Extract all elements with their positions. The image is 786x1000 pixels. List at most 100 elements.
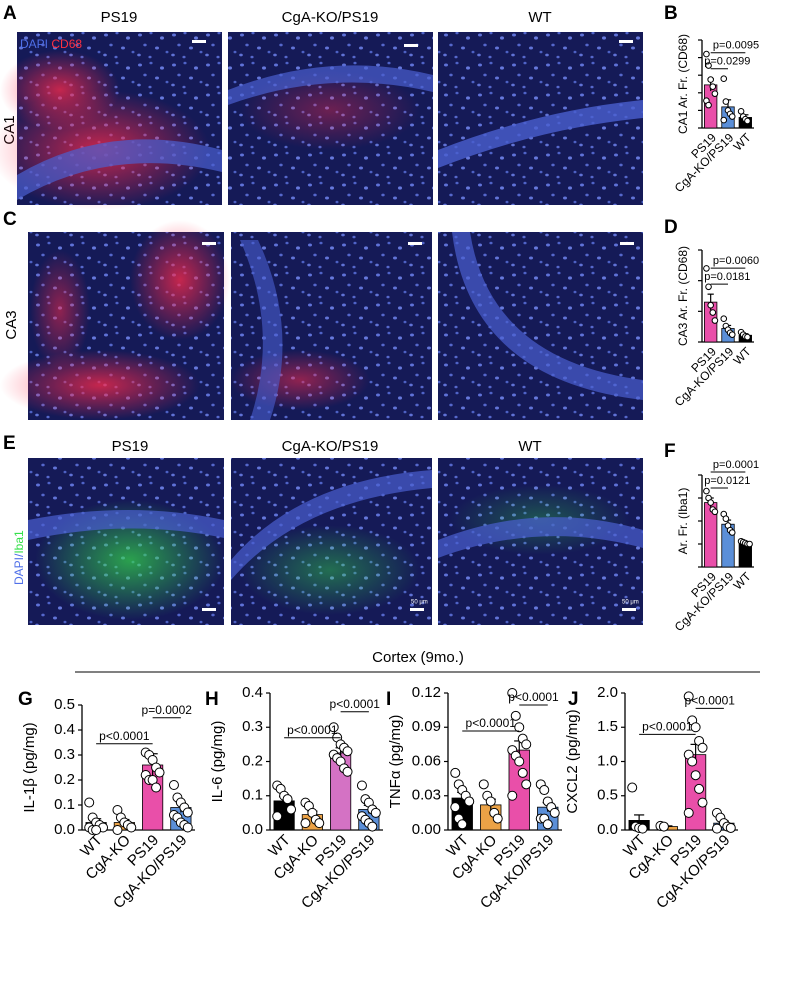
data-point bbox=[542, 819, 553, 830]
data-point bbox=[450, 802, 461, 813]
data-point bbox=[510, 710, 521, 721]
y-tick-label: 0.3 bbox=[242, 718, 263, 735]
comparison-label: p=0.0121 bbox=[704, 475, 750, 487]
y-tick-label: 0.0 bbox=[242, 821, 263, 838]
comparison-label: p<0.0001 bbox=[642, 720, 693, 734]
data-point bbox=[694, 783, 705, 794]
data-point bbox=[709, 83, 717, 90]
data-point bbox=[112, 825, 123, 835]
y-tick-label: 0.4 bbox=[54, 721, 75, 738]
y-axis-label: IL-1β (pg/mg) bbox=[21, 722, 38, 812]
y-tick-label: 0.00 bbox=[412, 821, 441, 838]
y-tick-label: 0.0 bbox=[54, 821, 75, 838]
micrograph-row bbox=[0, 32, 643, 210]
y-tick-label: 0.0 bbox=[597, 821, 618, 838]
scale-label: 50 μm bbox=[411, 600, 428, 606]
comparison-label: p<0.0001 bbox=[508, 690, 559, 704]
data-point bbox=[328, 722, 339, 733]
data-point bbox=[711, 317, 719, 324]
panel-letter: D bbox=[664, 217, 678, 238]
data-point bbox=[272, 811, 283, 822]
data-point bbox=[722, 98, 730, 105]
data-point bbox=[539, 785, 550, 796]
data-point bbox=[126, 822, 137, 833]
stain-label: DAPI/Iba1 bbox=[12, 530, 26, 585]
y-tick-label: 0.2 bbox=[54, 771, 75, 788]
section-title: Cortex (9mo.) bbox=[372, 649, 464, 666]
data-point bbox=[720, 75, 728, 83]
data-point bbox=[457, 819, 468, 830]
data-point bbox=[658, 821, 669, 832]
y-tick-label: 0.5 bbox=[597, 787, 618, 804]
comparison-label: p<0.0001 bbox=[330, 697, 381, 711]
scale-label: 50 μm bbox=[622, 600, 639, 606]
y-tick-label: 1.0 bbox=[597, 752, 618, 769]
comparison-label: p<0.0001 bbox=[685, 694, 736, 708]
column-label: PS19 bbox=[101, 9, 138, 26]
data-point bbox=[507, 790, 518, 801]
data-point bbox=[182, 807, 193, 818]
data-point bbox=[342, 746, 353, 757]
x-tick-label: WT bbox=[731, 344, 755, 368]
data-point bbox=[492, 813, 503, 824]
marker: CD68 bbox=[51, 37, 82, 51]
panel-letter: I bbox=[386, 689, 391, 710]
data-point bbox=[697, 797, 708, 808]
comparison-label: p=0.0002 bbox=[142, 703, 193, 717]
data-point bbox=[450, 767, 461, 778]
comparison-label: p=0.0299 bbox=[704, 56, 750, 68]
y-tick-label: 0.2 bbox=[242, 752, 263, 769]
data-point bbox=[707, 499, 714, 506]
column-label: WT bbox=[518, 438, 541, 455]
y-tick-label: 0.1 bbox=[242, 787, 263, 804]
data-point bbox=[711, 90, 719, 97]
column-label: CgA-KO/PS19 bbox=[282, 438, 379, 455]
y-tick-label: 0.5 bbox=[54, 696, 75, 713]
panel-letter: A bbox=[3, 3, 17, 24]
y-tick-label: 0.12 bbox=[412, 684, 441, 701]
column-label: CgA-KO/PS19 bbox=[282, 9, 379, 26]
data-point bbox=[637, 823, 648, 834]
data-point bbox=[705, 62, 712, 69]
y-tick-label: 0.06 bbox=[412, 752, 441, 769]
y-tick-label: 0.1 bbox=[54, 796, 75, 813]
y-tick-label: 0.09 bbox=[412, 718, 441, 735]
data-point bbox=[367, 821, 378, 832]
marker: Iba1 bbox=[12, 530, 26, 554]
panel-letter: H bbox=[205, 689, 219, 710]
data-point bbox=[683, 691, 694, 702]
data-point bbox=[485, 796, 496, 807]
stain-label: DAPI CD68 bbox=[20, 37, 82, 51]
data-point bbox=[728, 529, 736, 536]
comparison-label: p=0.0095 bbox=[713, 40, 759, 52]
data-point bbox=[286, 804, 297, 815]
data-point bbox=[300, 818, 311, 829]
panel-letter: F bbox=[664, 441, 676, 462]
data-point bbox=[517, 767, 528, 778]
data-point bbox=[690, 770, 701, 781]
y-tick-label: 0.3 bbox=[54, 746, 75, 763]
comparison-label: p<0.0001 bbox=[287, 723, 338, 737]
stain: DAPI/ bbox=[12, 553, 26, 585]
data-point bbox=[154, 767, 165, 778]
data-point bbox=[84, 797, 95, 808]
data-point bbox=[151, 782, 162, 793]
data-point bbox=[521, 739, 532, 750]
stain: DAPI bbox=[20, 37, 48, 51]
data-point bbox=[744, 117, 751, 125]
data-point bbox=[356, 780, 367, 791]
data-point bbox=[705, 101, 712, 109]
y-tick-label: 0.4 bbox=[242, 684, 263, 701]
y-axis-label: CXCL2 (pg/mg) bbox=[564, 709, 581, 813]
micrograph-row bbox=[0, 220, 643, 420]
data-point bbox=[707, 301, 714, 309]
panel-letter: B bbox=[664, 3, 678, 24]
data-point bbox=[521, 779, 532, 790]
y-tick-label: 2.0 bbox=[597, 684, 618, 701]
data-point bbox=[703, 50, 710, 58]
y-tick-label: 0.03 bbox=[412, 787, 441, 804]
comparison-label: p<0.0001 bbox=[466, 716, 517, 730]
row-label: CA3 bbox=[3, 310, 20, 339]
